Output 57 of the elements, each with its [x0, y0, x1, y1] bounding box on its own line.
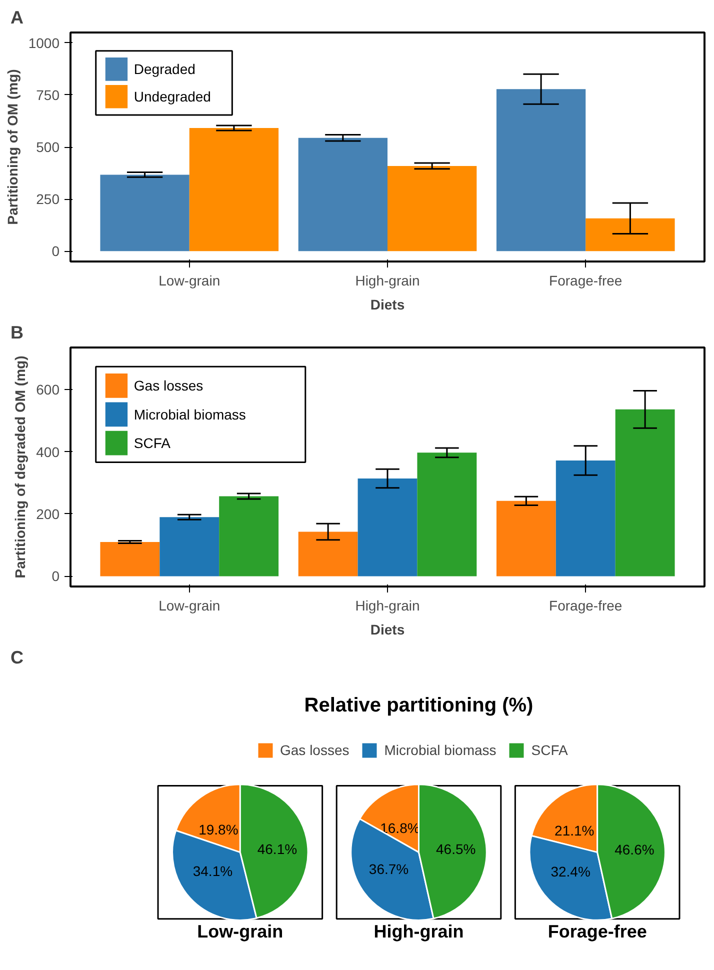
x-tick-label: Forage-free	[549, 272, 622, 288]
slice-label: High-grain	[374, 922, 464, 942]
text: C	[10, 648, 24, 668]
x-axis-title: Diets	[370, 296, 405, 312]
x-tick-label: Low-grain	[158, 598, 220, 614]
legend-label: SCFA	[531, 742, 568, 758]
data-label: 21.1%	[554, 822, 594, 838]
y-tick-label: 750	[36, 86, 60, 103]
bar	[160, 517, 220, 576]
text: A	[10, 8, 24, 28]
bar	[417, 452, 477, 576]
data-label: 34.1%	[192, 863, 233, 880]
bar	[100, 542, 160, 576]
legend-label: Microbial biomass	[384, 742, 496, 758]
data-label: 19.8%	[198, 822, 238, 838]
legend-label: SCFA	[134, 435, 172, 452]
data-label: 46.1%	[257, 840, 298, 857]
bar	[298, 532, 358, 576]
data-label: 46.6%	[614, 841, 654, 858]
legend-label: Microbial biomass	[134, 406, 246, 422]
text: B	[10, 322, 24, 342]
bar	[586, 218, 675, 252]
bar	[298, 138, 388, 252]
y-tick-label: 200	[36, 506, 60, 522]
data-label: 32.4%	[550, 864, 590, 880]
legend-label: Degraded	[134, 61, 196, 78]
y-axis-title: Partitioning of OM (mg)	[4, 69, 20, 225]
legend-label: Gas losses	[134, 378, 204, 394]
chart-title: Relative partitioning (%)	[304, 694, 534, 716]
bar	[358, 478, 418, 576]
bar	[496, 89, 586, 252]
x-tick-label: High-grain	[355, 598, 420, 614]
slice-label: Low-grain	[197, 922, 284, 942]
bar	[219, 496, 279, 576]
y-tick-label: 500	[36, 139, 60, 155]
y-tick-label: 250	[36, 191, 60, 208]
bar	[100, 174, 190, 252]
y-tick-label: 0	[52, 243, 60, 260]
bar	[556, 460, 616, 576]
bar	[496, 500, 556, 576]
x-axis-title: Diets	[370, 622, 405, 638]
x-tick-label: High-grain	[355, 272, 420, 288]
y-tick-label: 1000	[28, 34, 60, 51]
legend-label: Gas losses	[280, 742, 350, 758]
slice-label: Forage-free	[548, 922, 647, 942]
data-label: 46.5%	[436, 841, 476, 858]
bar	[388, 166, 477, 252]
data-label: 36.7%	[368, 860, 409, 877]
y-tick-label: 400	[36, 444, 60, 460]
bar	[615, 409, 675, 576]
y-axis-title: Partitioning of degraded OM (mg)	[12, 356, 28, 578]
x-tick-label: Low-grain	[158, 272, 220, 288]
y-tick-label: 600	[36, 382, 60, 398]
y-tick-label: 0	[52, 568, 60, 584]
x-tick-label: Forage-free	[549, 598, 622, 614]
bar	[189, 128, 279, 252]
legend-label: Undegraded	[134, 88, 211, 105]
